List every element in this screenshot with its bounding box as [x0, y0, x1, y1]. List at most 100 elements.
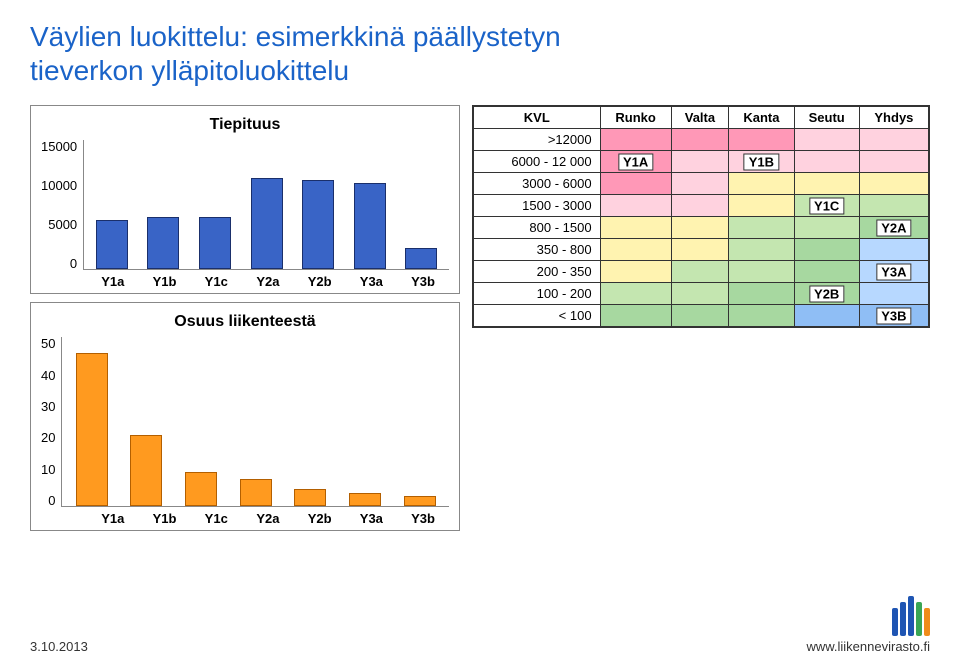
- bar: [251, 178, 283, 269]
- x-tick: Y2b: [302, 511, 338, 526]
- cell-fill: [860, 283, 928, 304]
- cell-fill: [729, 305, 793, 326]
- group-tag: Y2A: [876, 219, 911, 236]
- cell-fill: [729, 173, 793, 194]
- table-header-cell: Yhdys: [859, 107, 928, 129]
- table-header-row: KVLRunkoValtaKantaSeutuYhdys: [474, 107, 929, 129]
- table-cell: [671, 283, 729, 305]
- table-header-cell: KVL: [474, 107, 601, 129]
- x-tick: Y3b: [405, 274, 441, 289]
- table-cell: [859, 151, 928, 173]
- table-cell: [729, 261, 794, 283]
- cell-fill: [672, 195, 729, 216]
- table-cell: Y1A: [600, 151, 671, 173]
- bar: [240, 479, 272, 506]
- cell-fill: [601, 305, 671, 326]
- charts-column: Tiepituus150001000050000Y1aY1bY1cY2aY2bY…: [30, 105, 460, 531]
- cell-fill: [601, 195, 671, 216]
- table-cell: [729, 129, 794, 151]
- x-tick: Y3b: [405, 511, 441, 526]
- table-cell: [729, 283, 794, 305]
- cell-fill: [795, 151, 859, 172]
- cell-fill: [601, 239, 671, 260]
- y-tick: 5000: [48, 218, 77, 231]
- table-header-cell: Valta: [671, 107, 729, 129]
- table-cell: [729, 305, 794, 327]
- table-cell: Y1B: [729, 151, 794, 173]
- row-label: 3000 - 6000: [474, 173, 601, 195]
- cell-fill: [672, 173, 729, 194]
- x-tick: Y2a: [250, 274, 286, 289]
- table-header-cell: Runko: [600, 107, 671, 129]
- plot-area: [83, 140, 449, 270]
- x-tick: Y1b: [147, 274, 183, 289]
- logo-segment: [924, 608, 930, 636]
- table-cell: [600, 173, 671, 195]
- cell-fill: [860, 173, 928, 194]
- y-tick: 0: [48, 494, 55, 507]
- table-cell: [671, 151, 729, 173]
- table-cell: [729, 195, 794, 217]
- y-tick: 15000: [41, 140, 77, 153]
- x-tick: Y1b: [147, 511, 183, 526]
- title-line2: tieverkon ylläpitoluokittelu: [30, 55, 349, 86]
- bar: [405, 248, 437, 270]
- table-cell: [600, 261, 671, 283]
- y-tick: 50: [41, 337, 55, 350]
- group-tag: Y1C: [809, 197, 844, 214]
- table-cell: [600, 239, 671, 261]
- bar: [96, 220, 128, 269]
- table-cell: [794, 151, 859, 173]
- classification-table-wrap: KVLRunkoValtaKantaSeutuYhdys>120006000 -…: [472, 105, 930, 328]
- logo-icon: [892, 596, 930, 636]
- table-cell: [729, 173, 794, 195]
- cell-fill: [729, 261, 793, 282]
- bar: [302, 180, 334, 269]
- y-axis: 50403020100: [41, 337, 61, 507]
- cell-fill: [729, 217, 793, 238]
- bar: [199, 217, 231, 269]
- chart-osuus: Osuus liikenteestä50403020100Y1aY1bY1cY2…: [30, 302, 460, 531]
- cell-fill: [672, 217, 729, 238]
- table-cell: [794, 129, 859, 151]
- cell-fill: [672, 305, 729, 326]
- cell-fill: [601, 283, 671, 304]
- cell-fill: [795, 129, 859, 150]
- row-label: 1500 - 3000: [474, 195, 601, 217]
- cell-fill: [795, 173, 859, 194]
- cell-fill: [601, 173, 671, 194]
- bar: [130, 435, 162, 506]
- table-cell: [794, 239, 859, 261]
- logo-segment: [900, 602, 906, 636]
- bar: [404, 496, 436, 506]
- table-cell: [600, 283, 671, 305]
- table-cell: [671, 217, 729, 239]
- table-header-cell: Kanta: [729, 107, 794, 129]
- logo-segment: [908, 596, 914, 636]
- main-content: Tiepituus150001000050000Y1aY1bY1cY2aY2bY…: [30, 105, 930, 531]
- cell-fill: [729, 195, 793, 216]
- x-axis: Y1aY1bY1cY2aY2bY3aY3b: [41, 511, 449, 526]
- table-cell: [600, 305, 671, 327]
- table-cell: [671, 129, 729, 151]
- cell-fill: [601, 261, 671, 282]
- table-row: < 100Y3B: [474, 305, 929, 327]
- row-label: 100 - 200: [474, 283, 601, 305]
- x-tick: Y1a: [95, 511, 131, 526]
- cell-fill: [672, 261, 729, 282]
- table-cell: [859, 283, 928, 305]
- bar: [76, 353, 108, 506]
- x-tick: Y1c: [198, 511, 234, 526]
- table-cell: [671, 261, 729, 283]
- cell-fill: [672, 239, 729, 260]
- x-tick: Y3a: [353, 511, 389, 526]
- chart-title: Tiepituus: [41, 116, 449, 134]
- table-cell: [671, 239, 729, 261]
- table-cell: [729, 239, 794, 261]
- table-row: 3000 - 6000: [474, 173, 929, 195]
- logo-segment: [892, 608, 898, 636]
- cell-fill: [729, 239, 793, 260]
- table-cell: [671, 173, 729, 195]
- table-row: 1500 - 3000 Y1C: [474, 195, 929, 217]
- group-tag: Y2B: [809, 285, 844, 302]
